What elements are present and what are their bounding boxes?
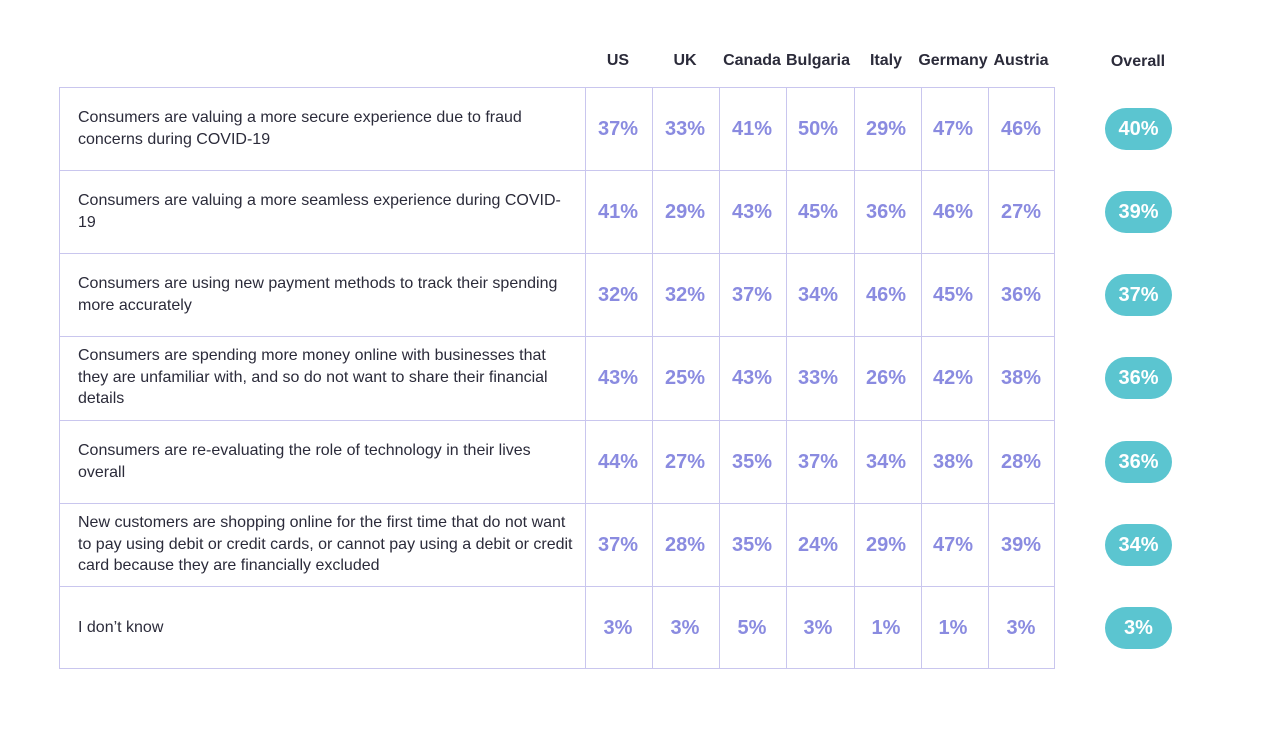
value-cell-austria: 27% bbox=[1000, 200, 1042, 223]
value-cell-us: 41% bbox=[597, 200, 639, 223]
value-cell-uk: 3% bbox=[670, 616, 700, 639]
column-header-bulgaria: Bulgaria bbox=[785, 52, 850, 69]
row-label: Consumers are re-evaluating the role of … bbox=[78, 442, 531, 481]
column-divider bbox=[988, 87, 989, 669]
value-cell-uk: 27% bbox=[664, 450, 706, 473]
value-cell-italy: 46% bbox=[865, 283, 907, 306]
value-cell-germany: 38% bbox=[932, 450, 974, 473]
value-cell-bulgaria: 50% bbox=[797, 117, 839, 140]
overall-badge: 34% bbox=[1105, 523, 1172, 566]
row-label: Consumers are valuing a more seamless ex… bbox=[78, 192, 561, 231]
value-cell-austria: 3% bbox=[1006, 616, 1036, 639]
value-cell-bulgaria: 24% bbox=[797, 533, 839, 556]
value-cell-canada: 43% bbox=[731, 366, 773, 389]
row-divider bbox=[59, 503, 1055, 504]
overall-badge: 36% bbox=[1105, 356, 1172, 399]
column-divider bbox=[921, 87, 922, 669]
value-cell-canada: 41% bbox=[731, 117, 773, 140]
value-cell-bulgaria: 45% bbox=[797, 200, 839, 223]
value-cell-bulgaria: 37% bbox=[797, 450, 839, 473]
column-header-canada: Canada bbox=[723, 52, 781, 69]
overall-badge: 36% bbox=[1105, 440, 1172, 483]
overall-badge: 40% bbox=[1105, 107, 1172, 150]
overall-badge: 37% bbox=[1105, 273, 1172, 316]
column-header-italy: Italy bbox=[869, 52, 902, 69]
table-frame bbox=[59, 87, 1055, 669]
value-cell-canada: 5% bbox=[737, 616, 767, 639]
row-divider bbox=[59, 170, 1055, 171]
row-divider bbox=[59, 586, 1055, 587]
column-header-us: US bbox=[606, 52, 630, 69]
value-cell-uk: 25% bbox=[664, 366, 706, 389]
column-divider bbox=[719, 87, 720, 669]
value-cell-austria: 46% bbox=[1000, 117, 1042, 140]
value-cell-italy: 26% bbox=[865, 366, 907, 389]
column-divider bbox=[652, 87, 653, 669]
value-cell-italy: 1% bbox=[871, 616, 901, 639]
value-cell-italy: 36% bbox=[865, 200, 907, 223]
value-cell-bulgaria: 34% bbox=[797, 283, 839, 306]
column-divider bbox=[786, 87, 787, 669]
value-cell-germany: 42% bbox=[932, 366, 974, 389]
row-label: I don’t know bbox=[78, 618, 164, 636]
value-cell-italy: 29% bbox=[865, 533, 907, 556]
column-header-austria: Austria bbox=[993, 52, 1049, 69]
value-cell-germany: 45% bbox=[932, 283, 974, 306]
row-label: New customers are shopping online for th… bbox=[78, 514, 573, 575]
overall-badge: 39% bbox=[1105, 190, 1172, 233]
value-cell-austria: 36% bbox=[1000, 283, 1042, 306]
value-cell-canada: 35% bbox=[731, 533, 773, 556]
row-divider bbox=[59, 336, 1055, 337]
value-cell-bulgaria: 33% bbox=[797, 366, 839, 389]
value-cell-austria: 39% bbox=[1000, 533, 1042, 556]
row-label: Consumers are using new payment methods … bbox=[78, 275, 558, 314]
column-header-germany: Germany bbox=[918, 52, 988, 69]
value-cell-canada: 37% bbox=[731, 283, 773, 306]
value-cell-italy: 29% bbox=[865, 117, 907, 140]
column-header-overall: Overall bbox=[1110, 53, 1166, 70]
row-label: Consumers are spending more money online… bbox=[78, 347, 548, 408]
overall-badge: 3% bbox=[1105, 606, 1172, 649]
value-cell-canada: 43% bbox=[731, 200, 773, 223]
value-cell-us: 37% bbox=[597, 533, 639, 556]
column-divider bbox=[585, 87, 586, 669]
value-cell-austria: 38% bbox=[1000, 366, 1042, 389]
value-cell-austria: 28% bbox=[1000, 450, 1042, 473]
value-cell-us: 37% bbox=[597, 117, 639, 140]
value-cell-us: 43% bbox=[597, 366, 639, 389]
row-divider bbox=[59, 253, 1055, 254]
column-header-uk: UK bbox=[673, 52, 697, 69]
value-cell-us: 32% bbox=[597, 283, 639, 306]
value-cell-germany: 47% bbox=[932, 533, 974, 556]
value-cell-uk: 28% bbox=[664, 533, 706, 556]
value-cell-germany: 1% bbox=[938, 616, 968, 639]
column-divider bbox=[854, 87, 855, 669]
value-cell-bulgaria: 3% bbox=[803, 616, 833, 639]
value-cell-uk: 33% bbox=[664, 117, 706, 140]
value-cell-uk: 32% bbox=[664, 283, 706, 306]
value-cell-us: 44% bbox=[597, 450, 639, 473]
row-label: Consumers are valuing a more secure expe… bbox=[78, 109, 522, 148]
value-cell-germany: 46% bbox=[932, 200, 974, 223]
value-cell-uk: 29% bbox=[664, 200, 706, 223]
value-cell-canada: 35% bbox=[731, 450, 773, 473]
value-cell-germany: 47% bbox=[932, 117, 974, 140]
row-divider bbox=[59, 420, 1055, 421]
value-cell-italy: 34% bbox=[865, 450, 907, 473]
value-cell-us: 3% bbox=[603, 616, 633, 639]
